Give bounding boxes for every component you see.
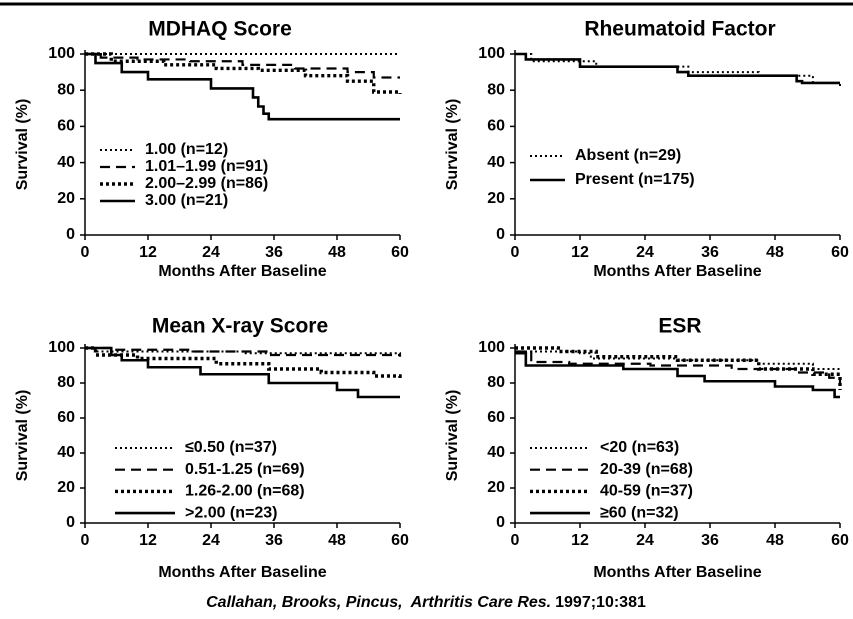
x-tick-label: 60: [391, 532, 409, 549]
legend-label: 40-59 (n=37): [600, 483, 693, 500]
x-tick-label: 60: [831, 244, 849, 261]
y-tick-label: 80: [487, 374, 505, 391]
y-tick-label: 20: [487, 190, 505, 207]
chart-title: Rheumatoid Factor: [584, 18, 775, 41]
x-axis-label: Months After Baseline: [593, 564, 761, 581]
caption-authors: Callahan, Brooks, Pincus,: [206, 594, 403, 611]
x-tick-label: 0: [511, 532, 520, 549]
x-tick-label: 24: [636, 532, 654, 549]
x-tick-label: 48: [328, 532, 346, 549]
y-tick-label: 40: [487, 444, 505, 461]
x-tick-label: 12: [139, 244, 157, 261]
y-tick-label: 60: [57, 118, 75, 135]
y-tick-label: 0: [66, 514, 75, 531]
legend-label: ≥60 (n=32): [600, 504, 679, 521]
survival-curve: [515, 350, 842, 383]
x-tick-label: 24: [202, 532, 220, 549]
legend-label: Present (n=175): [575, 171, 695, 188]
y-tick-label: 80: [57, 81, 75, 98]
survival-curve: [515, 351, 840, 399]
y-tick-label: 40: [487, 154, 505, 171]
x-tick-label: 36: [701, 532, 719, 549]
caption-citation: 1997;10:381: [555, 594, 646, 611]
y-tick-label: 100: [48, 339, 75, 356]
y-tick-label: 0: [66, 226, 75, 243]
x-tick-label: 12: [571, 244, 589, 261]
x-tick-label: 60: [831, 532, 849, 549]
y-tick-label: 20: [487, 479, 505, 496]
survival-curve: [85, 52, 400, 121]
legend-label: 2.00–2.99 (n=86): [145, 175, 268, 192]
survival-curve: [515, 346, 842, 390]
y-axis-label: Survival (%): [444, 99, 461, 191]
y-tick-label: 20: [57, 190, 75, 207]
survival-curve: [85, 52, 402, 94]
y-tick-label: 60: [487, 118, 505, 135]
x-axis-label: Months After Baseline: [158, 564, 326, 581]
legend-label: >2.00 (n=23): [185, 504, 278, 521]
x-tick-label: 24: [202, 244, 220, 261]
survival-curve: [85, 346, 402, 380]
y-tick-label: 40: [57, 154, 75, 171]
legend-label: 1.01–1.99 (n=91): [145, 158, 268, 175]
x-axis-label: Months After Baseline: [158, 263, 326, 280]
chart-title: MDHAQ Score: [148, 18, 292, 41]
x-tick-label: 0: [81, 532, 90, 549]
x-axis-label: Months After Baseline: [593, 263, 761, 280]
legend-label: 3.00 (n=21): [145, 192, 228, 209]
y-tick-label: 80: [57, 374, 75, 391]
survival-curve: [85, 346, 400, 399]
survival-curve: [85, 52, 400, 79]
y-axis-label: Survival (%): [14, 99, 31, 191]
x-tick-label: 12: [571, 532, 589, 549]
legend-label: <20 (n=63): [600, 439, 679, 456]
legend-label: Absent (n=29): [575, 147, 681, 164]
chart-title: ESR: [658, 315, 701, 338]
caption-journal: Arthritis Care Res.: [410, 594, 552, 611]
x-tick-label: 12: [139, 532, 157, 549]
legend-label: ≤0.50 (n=37): [185, 439, 277, 456]
x-tick-label: 0: [511, 244, 520, 261]
y-axis-label: Survival (%): [444, 390, 461, 482]
x-tick-label: 48: [766, 532, 784, 549]
y-tick-label: 60: [487, 409, 505, 426]
y-tick-label: 0: [496, 514, 505, 531]
y-tick-label: 100: [478, 339, 505, 356]
chart-title: Mean X-ray Score: [152, 315, 328, 338]
legend-label: 1.00 (n=12): [145, 141, 228, 158]
x-tick-label: 0: [81, 244, 90, 261]
y-tick-label: 80: [487, 81, 505, 98]
y-tick-label: 100: [478, 45, 505, 62]
y-tick-label: 0: [496, 226, 505, 243]
x-tick-label: 24: [636, 244, 654, 261]
y-axis-label: Survival (%): [14, 390, 31, 482]
legend-label: 1.26-2.00 (n=68): [185, 483, 305, 500]
x-tick-label: 36: [701, 244, 719, 261]
x-tick-label: 48: [328, 244, 346, 261]
y-tick-label: 100: [48, 45, 75, 62]
x-tick-label: 36: [265, 244, 283, 261]
x-tick-label: 36: [265, 532, 283, 549]
survival-curve: [85, 346, 402, 357]
y-tick-label: 20: [57, 479, 75, 496]
caption: Callahan, Brooks, Pincus, Arthritis Care …: [206, 594, 646, 611]
legend-label: 0.51-1.25 (n=69): [185, 461, 305, 478]
legend-label: 20-39 (n=68): [600, 461, 693, 478]
y-tick-label: 40: [57, 444, 75, 461]
survival-curve: [515, 52, 840, 85]
x-tick-label: 48: [766, 244, 784, 261]
y-tick-label: 60: [57, 409, 75, 426]
x-tick-label: 60: [391, 244, 409, 261]
